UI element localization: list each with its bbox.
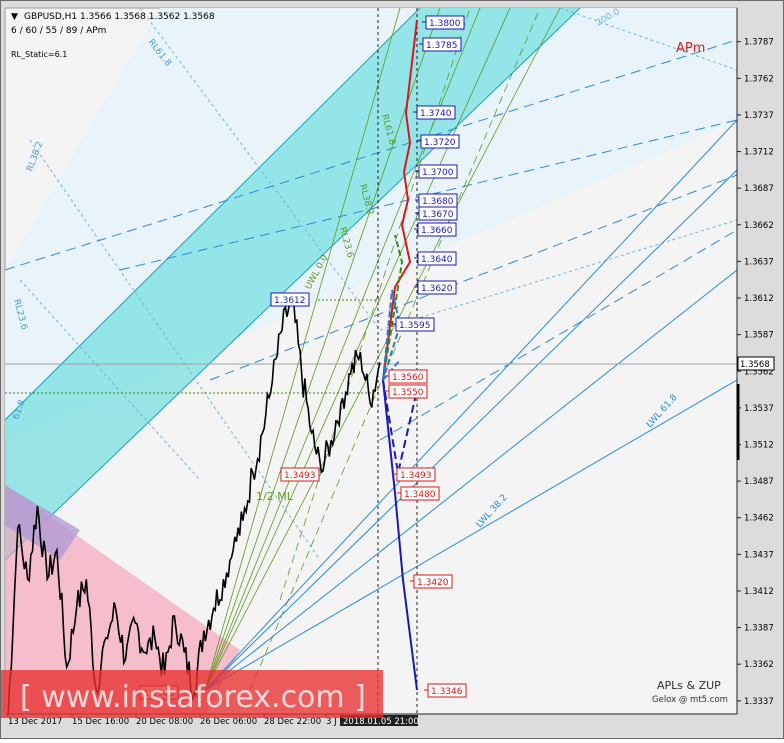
up-target-label: 1.3640 <box>421 255 453 265</box>
x-tick-label: 15 Dec 16:00 <box>72 717 129 727</box>
cyan-band-edge-bottom <box>5 8 581 561</box>
x-tick-label: 13 Dec 2017 <box>8 717 62 727</box>
y-tick-label: 1.3587 <box>744 331 774 341</box>
time-marker-box <box>340 715 418 726</box>
credit-line-2: Gelox @ mt5.com <box>652 695 728 705</box>
watermark-text: [ www.instaforex.com ] <box>20 680 366 715</box>
watermark-background <box>0 670 383 718</box>
up-target-label: 1.3785 <box>426 41 458 51</box>
up-target-label: 1.3660 <box>421 226 453 236</box>
collapse-arrow-icon[interactable]: ▼ <box>11 12 18 22</box>
y-tick-label: 1.3512 <box>744 440 774 450</box>
green-fan-lines <box>204 8 561 691</box>
zup-params: 6 / 60 / 55 / 89 / APm <box>11 26 106 36</box>
dotted-fan-lines <box>19 8 737 561</box>
y-tick-label: 1.3562 <box>744 367 774 377</box>
cyan-band-edge-top <box>5 8 421 421</box>
symbol-title: GBPUSD,H1 1.3566 1.3568 1.3562 1.3568 <box>24 12 215 22</box>
y-tick-label: 1.3787 <box>744 38 774 48</box>
y-tick-label: 1.3637 <box>744 257 774 267</box>
up-target-label: 1.3740 <box>420 109 452 119</box>
x-tick-label: 3 J <box>326 717 337 727</box>
y-tick-label: 1.3612 <box>744 294 774 304</box>
down-target-label: 1.3560 <box>392 373 424 383</box>
swing-label-box <box>280 467 320 482</box>
current-price-value: 1.3568 <box>740 360 770 370</box>
rl-static: RL_Static=6.1 <box>11 50 67 59</box>
up-target-label: 1.3720 <box>424 138 456 148</box>
x-tick-label: 28 Dec 22:00 <box>264 717 321 727</box>
up-target-label: 1.3670 <box>422 210 454 220</box>
swing-label-box <box>270 292 310 307</box>
y-tick-label: 1.3412 <box>744 587 774 597</box>
y-tick-label: 1.3662 <box>744 221 774 231</box>
up-target-label: 1.3680 <box>422 197 454 207</box>
up-target-label: 1.3800 <box>429 19 461 29</box>
down-target-label: 1.3420 <box>417 578 449 588</box>
dashed-fan-lines <box>5 39 737 441</box>
y-tick-label: 1.3487 <box>744 477 774 487</box>
time-marker-label: 2018.01.05 21:00 <box>343 717 419 727</box>
y-tick-label: 1.3462 <box>744 514 774 524</box>
purple-channel-band <box>5 485 80 560</box>
credit-line-1: APLs & ZUP <box>657 679 721 692</box>
swing-label: 1.3493 <box>284 471 316 481</box>
up-target-label: 1.3700 <box>422 168 454 178</box>
y-tick-label: 1.3737 <box>744 111 774 121</box>
svg-text:1/2 ML: 1/2 ML <box>256 490 294 503</box>
up-target-label: 1.3620 <box>421 284 453 294</box>
y-tick-label: 1.3537 <box>744 404 774 414</box>
x-tick-label: 26 Dec 06:00 <box>200 717 257 727</box>
y-tick-label: 1.3762 <box>744 74 774 84</box>
current-price-box <box>737 356 775 371</box>
y-tick-label: 1.3387 <box>744 624 774 634</box>
solid-fan-lines <box>204 119 737 691</box>
y-tick-label: 1.3712 <box>744 148 774 158</box>
down-target-label: 1.3493 <box>400 471 432 481</box>
down-target-label: 1.3346 <box>431 687 463 697</box>
x-tick-label: 20 Dec 08:00 <box>136 717 193 727</box>
y-tick-label: 1.3687 <box>744 184 774 194</box>
swing-label: 1.3612 <box>274 296 306 306</box>
y-tick-label: 1.3362 <box>744 660 774 670</box>
down-target-label: 1.3480 <box>404 490 436 500</box>
mode-label: APm <box>676 41 705 56</box>
chart-header: ▼ GBPUSD,H1 1.3566 1.3568 1.3562 1.3568 … <box>11 12 705 59</box>
up-projection-lines <box>382 19 418 381</box>
target-labels: 1.3800 1.3785 1.3740 1.3720 1.3700 1.3680 1.36… <box>385 15 467 698</box>
down-target-label: 1.3550 <box>392 388 424 398</box>
price-axis: 1.3787 1.3762 1.3737 1.3712 1.3687 1.3662 1.36… <box>736 8 774 714</box>
y-tick-label: 1.3337 <box>744 697 774 707</box>
y-tick-label: 1.3437 <box>744 550 774 560</box>
up-target-label: 1.3595 <box>399 321 431 331</box>
